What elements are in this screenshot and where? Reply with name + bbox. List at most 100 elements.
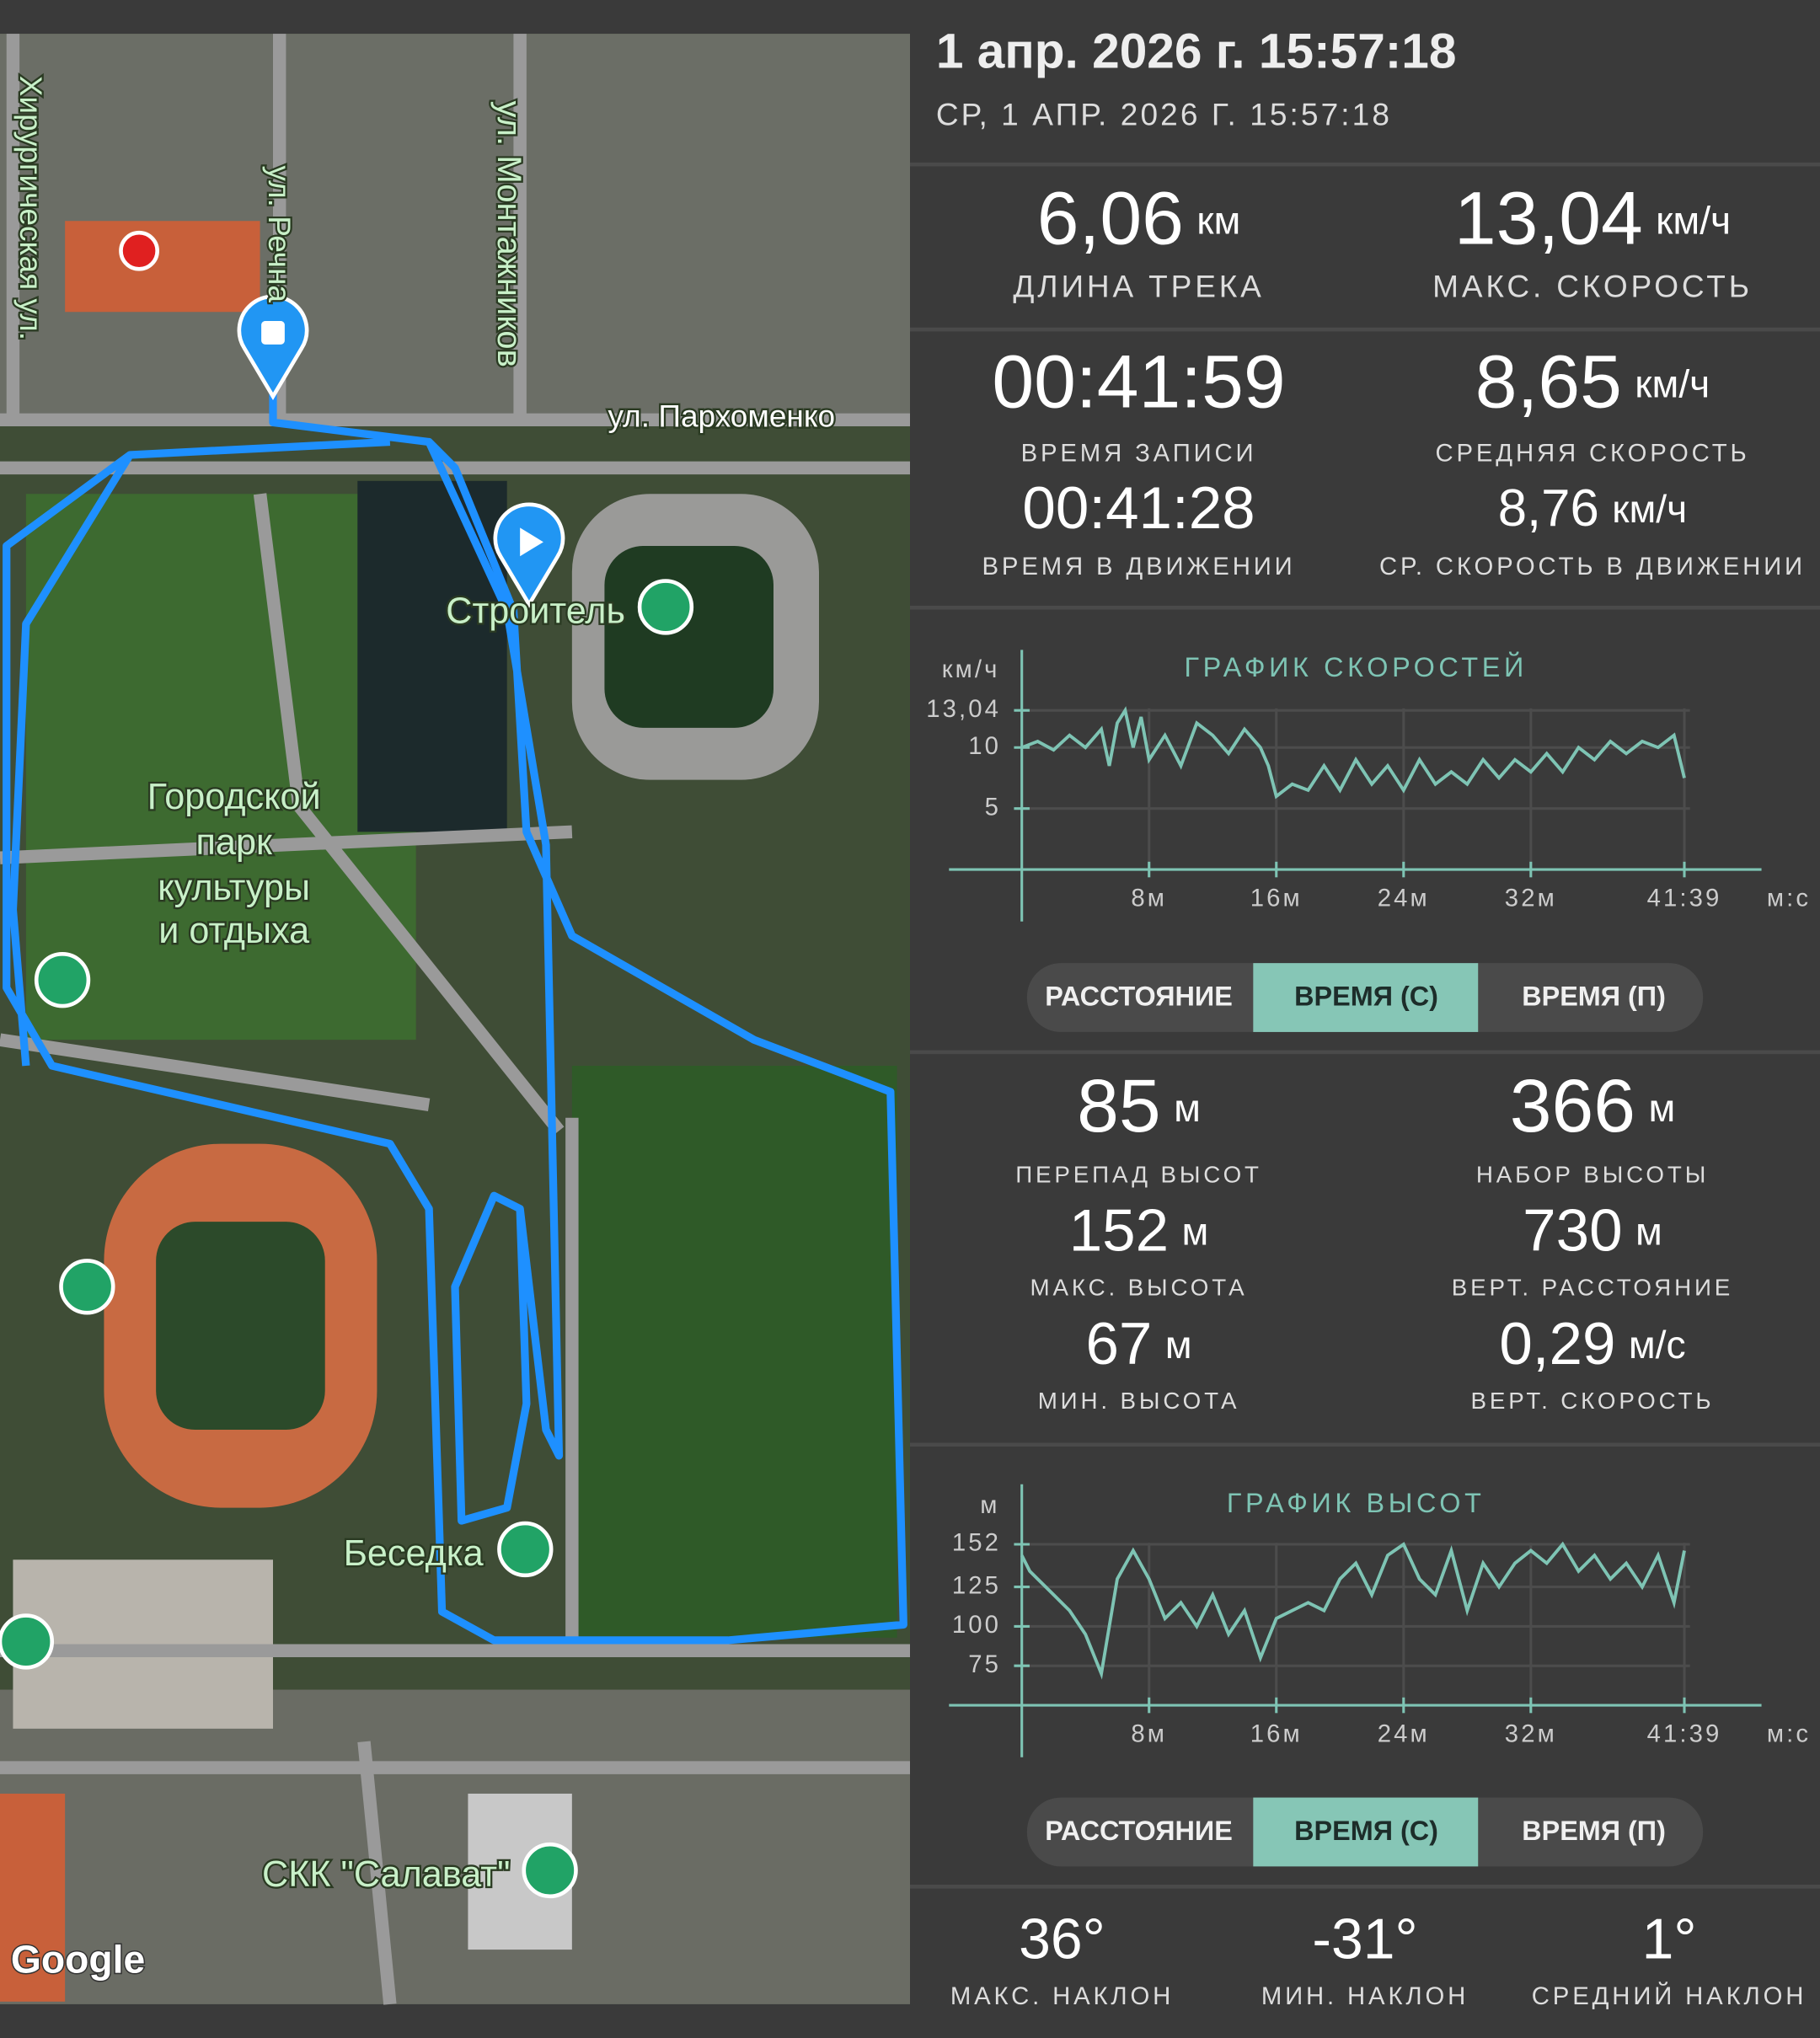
y-tick-label: 125 <box>952 1571 1001 1599</box>
map-label: парк <box>196 822 273 863</box>
y-tick-label: 152 <box>952 1529 1001 1557</box>
tab-label[interactable]: ВРЕМЯ (С) <box>1294 1816 1438 1846</box>
stat-unit: км <box>1196 199 1240 243</box>
x-tick-label: 32м <box>1505 1720 1557 1747</box>
stat-value: 730 м <box>1523 1197 1662 1264</box>
dividers <box>910 162 1820 1889</box>
stat-number: 67 <box>1085 1311 1152 1377</box>
stat-label: ДЛИНА ТРЕКА <box>1013 268 1264 303</box>
y-axis-label: км/ч <box>942 655 1000 683</box>
stat-label: СР. СКОРОСТЬ В ДВИЖЕНИИ <box>1379 553 1806 580</box>
data-line <box>1020 706 1686 800</box>
stat-label: ВРЕМЯ В ДВИЖЕНИИ <box>982 553 1296 580</box>
stat-value: 36° <box>1019 1907 1105 1971</box>
stat-value: -31° <box>1312 1907 1417 1971</box>
stat-number: 366 <box>1510 1063 1635 1147</box>
stat-value: 8,76 км/ч <box>1498 479 1688 538</box>
tab-selected <box>1253 963 1479 1032</box>
stat-unit: м <box>1635 1210 1662 1254</box>
stat-unit: м <box>1165 1323 1192 1367</box>
x-tick-label: 24м <box>1378 1720 1430 1747</box>
stat-label: МИН. НАКЛОН <box>1261 1982 1469 2010</box>
stat-number: 36° <box>1019 1907 1105 1971</box>
map-label: Строитель <box>446 591 625 632</box>
stat-number: 13,04 <box>1454 175 1643 259</box>
stat-number: 00:41:28 <box>1022 475 1255 542</box>
map-label: ул. Монтажников <box>490 100 527 366</box>
map-label: ул. Речна <box>262 165 297 302</box>
stat-value: 00:41:28 <box>1022 475 1255 542</box>
x-tick-label: 32м <box>1505 884 1557 912</box>
x-tick-label: 41:39 <box>1647 1720 1722 1747</box>
stat-value: 67 м <box>1085 1311 1191 1377</box>
x-tick-label: 16м <box>1250 1720 1303 1747</box>
y-axis-label: м <box>980 1491 999 1519</box>
stat-number: 00:41:59 <box>992 339 1285 423</box>
stat-unit: км/ч <box>1612 487 1687 531</box>
x-tick-label: 8м <box>1131 1720 1167 1747</box>
stat-number: 85 <box>1077 1063 1161 1147</box>
map-label: ул. Пархоменко <box>608 399 835 434</box>
tab-label[interactable]: ВРЕМЯ (П) <box>1522 981 1666 1011</box>
stat-value: 1° <box>1642 1907 1697 1971</box>
stat-label: МИН. ВЫСОТА <box>1038 1388 1240 1414</box>
chart-title: ГРАФИК СКОРОСТЕЙ <box>1185 651 1528 682</box>
x-tick-label: 16м <box>1250 884 1303 912</box>
tab-label[interactable]: ВРЕМЯ (С) <box>1294 981 1438 1011</box>
stat-unit: км/ч <box>1635 362 1710 406</box>
stat-value: 8,65 км/ч <box>1475 339 1710 423</box>
stat-number: 152 <box>1069 1197 1169 1264</box>
stat-value: 0,29 м/с <box>1499 1311 1685 1377</box>
data-line <box>1020 1541 1686 1680</box>
stat-unit: м <box>1182 1210 1209 1254</box>
y-tick-label: 13,04 <box>926 695 1001 723</box>
y-tick-label: 100 <box>952 1611 1001 1639</box>
stat-label: МАКС. СКОРОСТЬ <box>1432 268 1753 303</box>
subtitle: СР, 1 АПР. 2026 Г. 15:57:18 <box>936 97 1392 132</box>
stat-number: 1° <box>1642 1907 1697 1971</box>
google-logo: Google <box>11 1938 145 1982</box>
map-label: Городской <box>147 777 321 817</box>
stat-label: СРЕДНИЙ НАКЛОН <box>1532 1982 1807 2010</box>
stat-label: ПЕРЕПАД ВЫСОТ <box>1015 1161 1262 1187</box>
stat-value: 6,06 км <box>1037 175 1241 259</box>
stat-label: ВРЕМЯ ЗАПИСИ <box>1021 440 1257 468</box>
x-axis-label: м:с <box>1767 1720 1811 1747</box>
tab-label[interactable]: РАССТОЯНИЕ <box>1045 1816 1233 1846</box>
map-label: Хирургическая ул. <box>13 76 49 340</box>
tab-label[interactable]: РАССТОЯНИЕ <box>1045 981 1233 1011</box>
stat-number: 6,06 <box>1037 175 1184 259</box>
stat-label: СРЕДНЯЯ СКОРОСТЬ <box>1435 440 1749 468</box>
tab-selected <box>1253 1797 1479 1867</box>
stat-label: НАБОР ВЫСОТЫ <box>1476 1161 1709 1187</box>
stat-unit: м/с <box>1629 1323 1686 1367</box>
stat-number: 730 <box>1523 1197 1622 1264</box>
y-tick-label: 75 <box>968 1650 1001 1678</box>
x-tick-label: 8м <box>1131 884 1167 912</box>
stat-number: 8,76 <box>1498 479 1599 538</box>
stat-label: ВЕРТ. РАССТОЯНИЕ <box>1452 1275 1733 1301</box>
x-tick-label: 24м <box>1378 884 1430 912</box>
stat-number: -31° <box>1312 1907 1417 1971</box>
stat-unit: м <box>1648 1086 1675 1130</box>
stat-value: 00:41:59 <box>992 339 1285 423</box>
stat-number: 0,29 <box>1499 1311 1615 1377</box>
stat-value: 366 м <box>1510 1063 1676 1147</box>
tab-label[interactable]: ВРЕМЯ (П) <box>1522 1816 1666 1846</box>
map[interactable]: Хирургическая ул. ул. Речна ул. Монтажни… <box>0 34 910 2005</box>
stat-label: ВЕРТ. СКОРОСТЬ <box>1471 1388 1715 1414</box>
map-label: и отдыха <box>158 911 310 951</box>
map-label: культуры <box>158 868 310 908</box>
y-tick-label: 10 <box>968 732 1001 760</box>
stat-value: 152 м <box>1069 1197 1209 1264</box>
stat-value: 85 м <box>1077 1063 1201 1147</box>
stat-number: 8,65 <box>1475 339 1622 423</box>
map-label: СКК "Салават" <box>262 1854 510 1895</box>
title: 1 апр. 2026 г. 15:57:18 <box>936 24 1457 78</box>
stat-label: МАКС. НАКЛОН <box>950 1982 1174 2010</box>
stat-unit: км/ч <box>1656 199 1731 243</box>
x-tick-label: 41:39 <box>1647 884 1722 912</box>
stat-value: 13,04 км/ч <box>1454 175 1731 259</box>
